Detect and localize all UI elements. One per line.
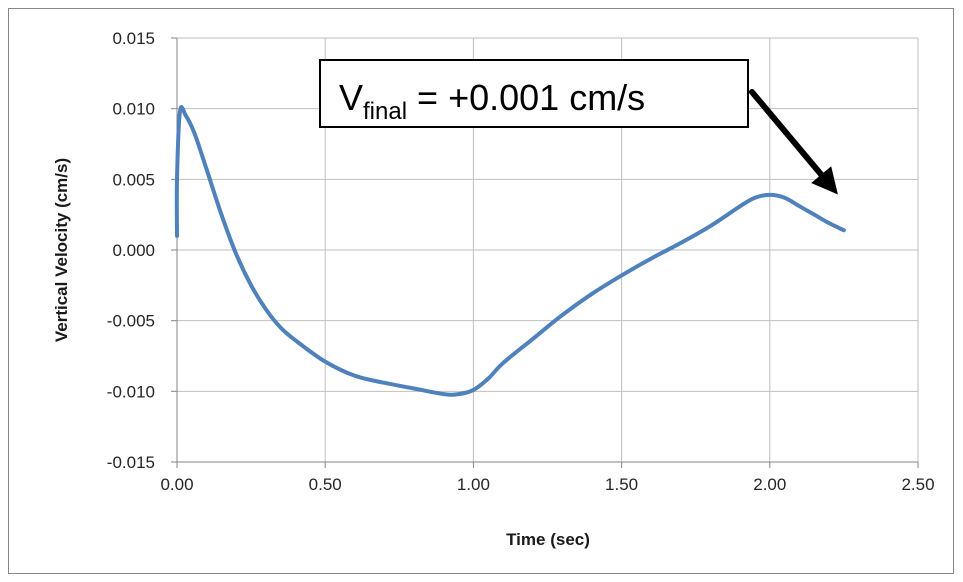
label-layer: 0.00 0.50 1.00 1.50 2.00 2.50 0.015 0.010 0.005 0…: [107, 29, 935, 494]
y-tick-label: 0.005: [112, 170, 155, 189]
y-axis-title: Vertical Velocity (cm/s): [52, 158, 71, 342]
annotation-rest: = +0.001 cm/s: [407, 77, 645, 118]
annotation-sub: final: [363, 98, 407, 125]
x-tick-label: 1.50: [605, 475, 638, 494]
annotation-arrow-head: [811, 166, 838, 195]
annotation-text: Vfinal = +0.001 cm/s: [339, 77, 645, 125]
y-tick-label: -0.005: [107, 312, 155, 331]
x-tick-label: 2.00: [753, 475, 786, 494]
series-line: [174, 105, 846, 397]
y-tick-label: -0.010: [107, 382, 155, 401]
y-tick-label: 0.010: [112, 100, 155, 119]
x-axis-title: Time (sec): [506, 530, 590, 549]
y-tick-label: 0.000: [112, 241, 155, 260]
annotation-arrow-line: [749, 89, 825, 178]
y-tick-label: 0.015: [112, 29, 155, 48]
x-tick-label: 0.00: [160, 475, 193, 494]
x-tick-label: 1.00: [457, 475, 490, 494]
x-tick-label: 2.50: [901, 475, 934, 494]
y-tick-label: -0.015: [107, 453, 155, 472]
annotation-main: V: [339, 77, 363, 118]
x-tick-label: 0.50: [309, 475, 342, 494]
series-layer: [174, 105, 846, 397]
axis-layer: [171, 37, 919, 468]
annotation: Vfinal = +0.001 cm/s: [319, 59, 838, 195]
annotation-box: [319, 59, 749, 128]
